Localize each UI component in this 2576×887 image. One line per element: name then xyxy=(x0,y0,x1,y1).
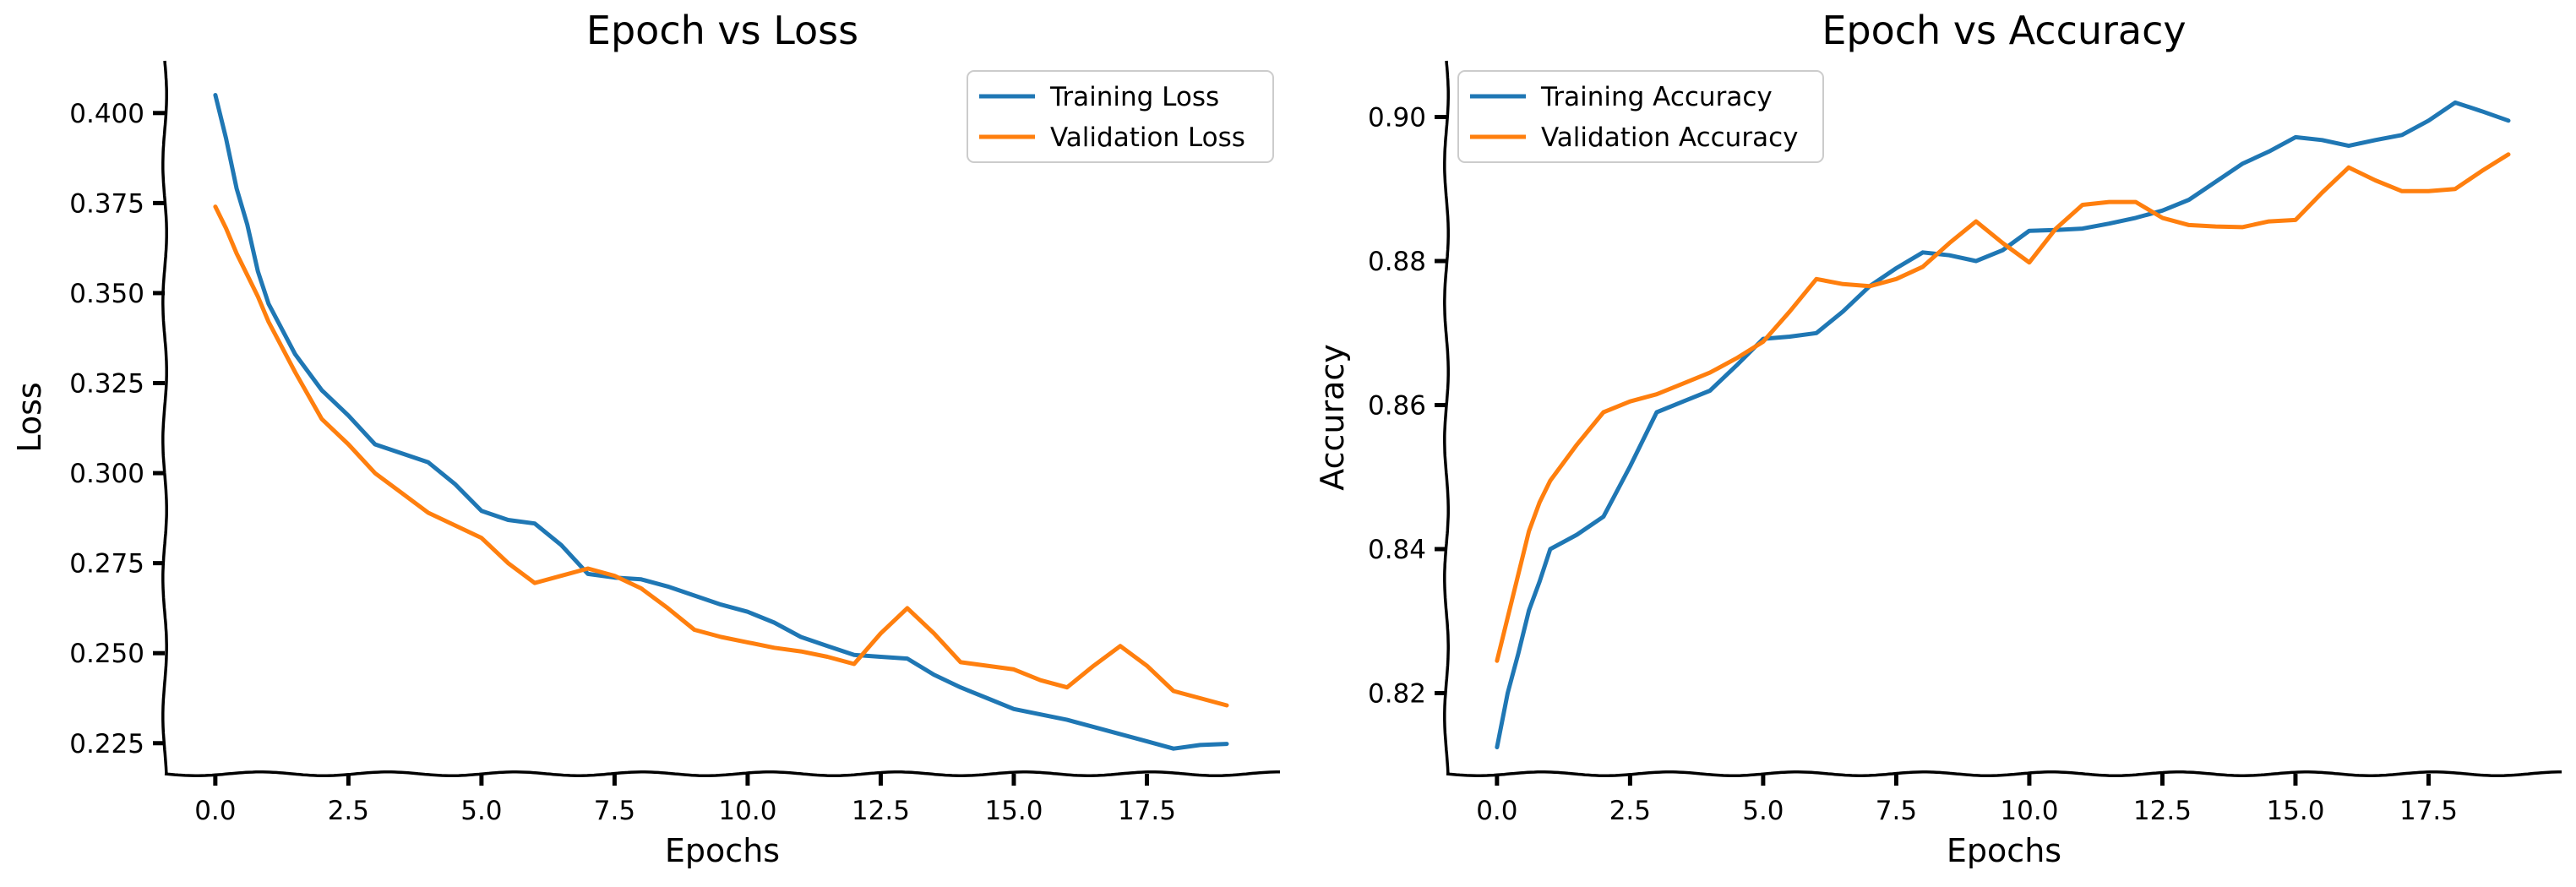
x-tick-label: 2.5 xyxy=(1609,796,1651,826)
y-tick-label: 0.90 xyxy=(1368,102,1426,133)
x-tick-label: 5.0 xyxy=(1742,796,1784,826)
legend: Training Loss Validation Loss xyxy=(967,70,1274,163)
x-tick-label: 7.5 xyxy=(594,796,635,826)
legend-box xyxy=(1457,70,1824,163)
legend-label: Validation Loss xyxy=(1050,122,1245,153)
x-tick-label: 0.0 xyxy=(1476,796,1517,826)
y-tick-label: 0.400 xyxy=(69,99,144,129)
x-tick-label: 15.0 xyxy=(984,796,1043,826)
x-tick-label: 15.0 xyxy=(2266,796,2324,826)
x-tick-label: 10.0 xyxy=(718,796,776,826)
x-tick-label: 17.5 xyxy=(1118,796,1176,826)
x-tick-label: 0.0 xyxy=(194,796,236,826)
y-tick-label: 0.86 xyxy=(1368,391,1426,422)
y-tick-label: 0.250 xyxy=(69,639,144,669)
x-tick-label: 7.5 xyxy=(1876,796,1917,826)
x-tick-label: 5.0 xyxy=(460,796,502,826)
chart-title: Epoch vs Accuracy xyxy=(1822,8,2186,53)
legend-label: Validation Accuracy xyxy=(1541,122,1798,153)
x-axis-label: Epochs xyxy=(1947,832,2061,869)
y-tick-label: 0.325 xyxy=(69,369,144,400)
y-tick-label: 0.350 xyxy=(69,279,144,309)
series-line-training-accuracy xyxy=(1495,100,2511,749)
x-axis-line xyxy=(1446,770,2562,777)
y-tick-label: 0.275 xyxy=(69,549,144,580)
y-tick-label: 0.88 xyxy=(1368,247,1426,277)
y-tick-label: 0.375 xyxy=(69,188,144,219)
legend-label: Training Accuracy xyxy=(1540,82,1773,112)
legend-box xyxy=(967,70,1274,163)
y-tick-label: 0.82 xyxy=(1368,679,1426,710)
series-line-validation-loss xyxy=(213,204,1229,708)
chart-title: Epoch vs Loss xyxy=(586,8,858,53)
loss-chart-panel: Epoch vs Loss 0.225 0.250 0.275 0.300 0.325 0.… xyxy=(11,8,1280,869)
series-line-validation-accuracy xyxy=(1495,152,2511,663)
y-tick-label: 0.225 xyxy=(69,729,144,759)
x-tick-label: 12.5 xyxy=(852,796,910,826)
y-axis-label: Accuracy xyxy=(1314,344,1351,491)
y-tick-label: 0.84 xyxy=(1368,535,1426,565)
y-tick-label: 0.300 xyxy=(69,459,144,489)
legend-label: Training Loss xyxy=(1049,82,1219,112)
x-tick-label: 12.5 xyxy=(2133,796,2192,826)
x-tick-label: 17.5 xyxy=(2399,796,2458,826)
accuracy-chart-panel: Epoch vs Accuracy 0.82 0.84 0.86 0.88 0.90 0.0… xyxy=(1314,8,2562,869)
y-axis-label: Loss xyxy=(11,382,48,452)
x-tick-label: 10.0 xyxy=(2000,796,2058,826)
x-tick-label: 2.5 xyxy=(328,796,369,826)
legend: Training Accuracy Validation Accuracy xyxy=(1457,70,1824,163)
series-line-training-loss xyxy=(213,93,1229,751)
x-axis-line xyxy=(164,770,1280,777)
x-axis-label: Epochs xyxy=(665,832,780,869)
y-axis-line xyxy=(161,60,168,775)
y-axis-line xyxy=(1443,60,1450,775)
